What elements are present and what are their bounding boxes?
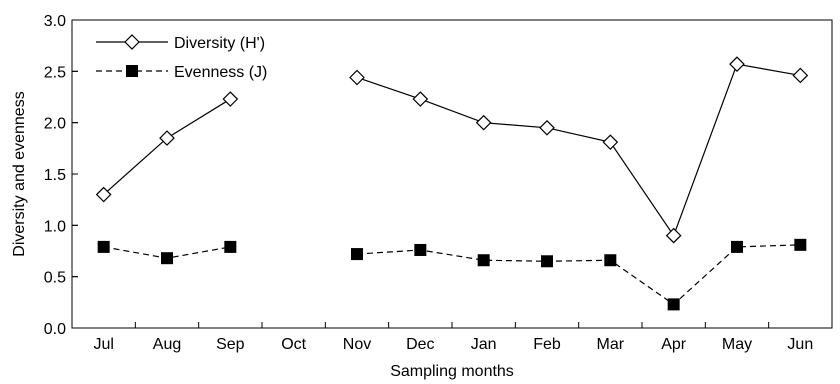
x-tick-label: Jul bbox=[93, 336, 113, 353]
data-point bbox=[475, 114, 492, 131]
x-tick-label: Feb bbox=[533, 336, 561, 353]
x-tick-label: May bbox=[722, 336, 752, 353]
series-1 bbox=[97, 238, 807, 311]
x-tick-label: Sep bbox=[216, 336, 245, 353]
y-tick-label: 0.0 bbox=[44, 321, 66, 338]
series-0 bbox=[95, 56, 809, 244]
x-tick-label: Oct bbox=[281, 336, 306, 353]
data-point bbox=[351, 248, 363, 261]
legend-marker bbox=[126, 65, 138, 77]
data-point bbox=[349, 69, 365, 86]
y-tick-label: 1.0 bbox=[44, 218, 66, 235]
data-point bbox=[602, 134, 619, 151]
data-point bbox=[412, 91, 429, 107]
y-axis: 0.0 0.5 1.0 1.5 2.0 2.5 3.0 bbox=[44, 13, 78, 338]
y-tick-label: 0.5 bbox=[44, 270, 66, 287]
x-tick-label: Nov bbox=[343, 336, 371, 353]
series-layer bbox=[95, 56, 809, 311]
legend: Diversity (H') Evenness (J) bbox=[96, 34, 267, 81]
y-tick-label: 3.0 bbox=[44, 13, 66, 30]
data-point bbox=[161, 252, 173, 265]
y-tick-label: 2.5 bbox=[44, 64, 66, 81]
data-point bbox=[97, 240, 110, 253]
series-line bbox=[356, 244, 801, 306]
data-point bbox=[729, 56, 745, 72]
data-point bbox=[224, 240, 237, 253]
series-line bbox=[356, 63, 801, 237]
y-tick-label: 1.5 bbox=[44, 167, 66, 184]
data-point bbox=[95, 186, 112, 203]
x-tick-label: Aug bbox=[153, 336, 181, 353]
x-tick-label: Jan bbox=[471, 336, 497, 353]
x-tick-label: Jun bbox=[787, 336, 813, 353]
data-point bbox=[414, 243, 427, 256]
x-tick-label: Apr bbox=[661, 336, 687, 353]
x-tick-label: Mar bbox=[597, 336, 625, 353]
data-point bbox=[539, 119, 555, 136]
series-line bbox=[103, 98, 231, 195]
data-point bbox=[731, 240, 743, 253]
data-point bbox=[667, 298, 680, 311]
x-axis-title: Sampling months bbox=[390, 363, 514, 380]
x-axis: Jul Aug Sep Oct Nov Dec Jan Feb Mar Apr May Jun bbox=[93, 322, 813, 353]
y-axis-title: Diversity and evenness bbox=[11, 91, 28, 256]
data-point bbox=[477, 254, 490, 267]
data-point bbox=[222, 91, 239, 107]
legend-label: Evenness (J) bbox=[174, 64, 267, 81]
data-point bbox=[794, 238, 807, 251]
data-point bbox=[792, 67, 809, 84]
data-point bbox=[541, 255, 553, 268]
legend-marker bbox=[124, 34, 140, 50]
data-point bbox=[665, 227, 682, 244]
data-point bbox=[159, 130, 175, 146]
legend-label: Diversity (H') bbox=[174, 35, 265, 52]
x-tick-label: Dec bbox=[406, 336, 434, 353]
y-tick-label: 2.0 bbox=[44, 116, 66, 133]
data-point bbox=[604, 254, 617, 267]
